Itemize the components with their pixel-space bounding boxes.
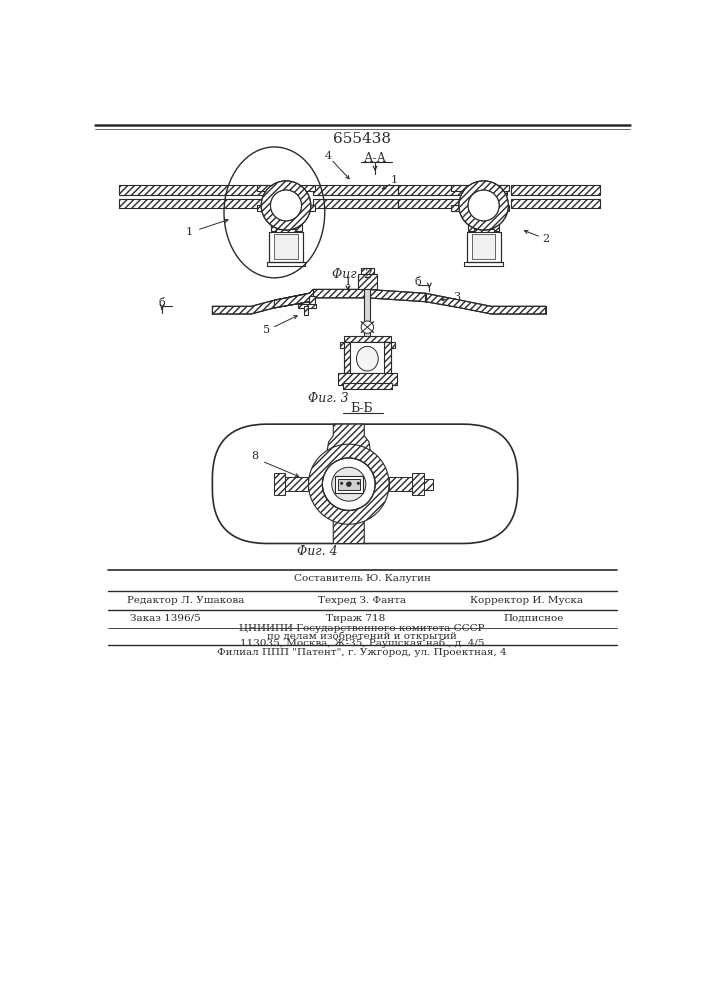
Bar (343, 383, 392, 389)
Bar (271, 206, 301, 231)
Bar (451, 185, 509, 191)
Bar (451, 205, 509, 211)
Bar (358, 274, 377, 289)
Text: б: б (158, 298, 165, 308)
Circle shape (480, 193, 488, 201)
Circle shape (346, 482, 351, 487)
Circle shape (271, 190, 301, 221)
Bar (304, 306, 308, 315)
Bar (467, 232, 501, 262)
Bar (510, 199, 600, 208)
Text: 8: 8 (252, 451, 259, 461)
Bar (335, 476, 363, 493)
Bar (338, 479, 360, 490)
Text: Б-Б: Б-Б (351, 402, 373, 415)
Bar (298, 304, 316, 308)
Wedge shape (459, 181, 508, 230)
Bar (119, 199, 279, 208)
Bar (412, 473, 424, 495)
Text: ЦНИИПИ Государственного комитета СССР: ЦНИИПИ Государственного комитета СССР (239, 624, 485, 633)
Text: Редактор Л. Ушакова: Редактор Л. Ушакова (127, 596, 244, 605)
Text: б: б (414, 277, 421, 287)
Bar (257, 185, 315, 191)
Text: Φиг. 3: Φиг. 3 (308, 392, 349, 405)
Bar (313, 199, 398, 208)
Bar (389, 477, 412, 491)
Text: 1: 1 (185, 227, 193, 237)
Text: Φиг. 4: Φиг. 4 (297, 545, 337, 558)
Polygon shape (274, 289, 426, 308)
Circle shape (332, 467, 366, 501)
Circle shape (361, 321, 373, 333)
Text: А-А: А-А (363, 152, 387, 165)
Wedge shape (261, 181, 311, 230)
Bar (309, 296, 315, 306)
Text: 5: 5 (263, 325, 270, 335)
Bar (276, 229, 296, 252)
Text: 3: 3 (453, 292, 460, 302)
Circle shape (322, 458, 375, 510)
Bar (313, 185, 398, 195)
Bar (479, 208, 489, 215)
Circle shape (282, 193, 290, 201)
Bar (424, 479, 433, 490)
Bar (340, 342, 395, 348)
Text: Φиг. 2: Φиг. 2 (332, 267, 372, 280)
Bar (398, 185, 507, 195)
Bar (477, 197, 490, 202)
Text: Составитель Ю. Калугин: Составитель Ю. Калугин (293, 574, 431, 583)
Text: I: I (346, 277, 350, 287)
Bar (476, 205, 491, 231)
Text: 1: 1 (391, 175, 398, 185)
Circle shape (468, 190, 499, 221)
Bar (338, 373, 397, 385)
Text: Техред З. Фанта: Техред З. Фанта (318, 596, 406, 605)
Bar (280, 197, 292, 202)
Bar (474, 229, 493, 252)
Text: Корректор И. Муска: Корректор И. Муска (469, 596, 583, 605)
Circle shape (481, 195, 486, 199)
Bar (269, 232, 303, 262)
Text: Тираж 718: Тираж 718 (326, 614, 385, 623)
Bar (472, 234, 495, 259)
Text: Подписное: Подписное (504, 614, 564, 623)
Text: Заказ 1396/5: Заказ 1396/5 (131, 614, 201, 623)
Bar (119, 185, 279, 195)
Bar (398, 199, 507, 208)
Circle shape (284, 195, 288, 199)
Wedge shape (308, 444, 389, 524)
Text: 2: 2 (542, 234, 549, 244)
Bar (344, 342, 351, 374)
Bar (510, 185, 600, 195)
Polygon shape (327, 424, 370, 544)
Bar (274, 473, 285, 495)
Bar (344, 336, 391, 342)
Text: 113035, Москва, Ж-35, Раушская наб., д. 4/5: 113035, Москва, Ж-35, Раушская наб., д. … (240, 639, 484, 648)
Polygon shape (212, 293, 309, 314)
Bar (361, 268, 373, 274)
Bar (281, 208, 291, 215)
Bar (474, 229, 493, 252)
Bar (274, 234, 298, 259)
Bar (364, 289, 370, 337)
Text: 655438: 655438 (333, 132, 391, 146)
Polygon shape (426, 293, 546, 314)
Bar (285, 477, 308, 491)
Bar (385, 342, 391, 374)
Text: Филиал ППП "Патент", г. Ужгород, ул. Проектная, 4: Филиал ППП "Патент", г. Ужгород, ул. Про… (217, 648, 507, 657)
Bar (257, 205, 315, 211)
Text: 4: 4 (325, 151, 332, 161)
Text: по делам изобретений и открытий: по делам изобретений и открытий (267, 631, 457, 641)
FancyBboxPatch shape (212, 424, 518, 544)
Bar (279, 205, 293, 231)
Bar (468, 206, 499, 231)
Ellipse shape (356, 346, 378, 371)
Bar (344, 342, 391, 374)
Bar (276, 229, 296, 252)
Bar (344, 373, 391, 376)
